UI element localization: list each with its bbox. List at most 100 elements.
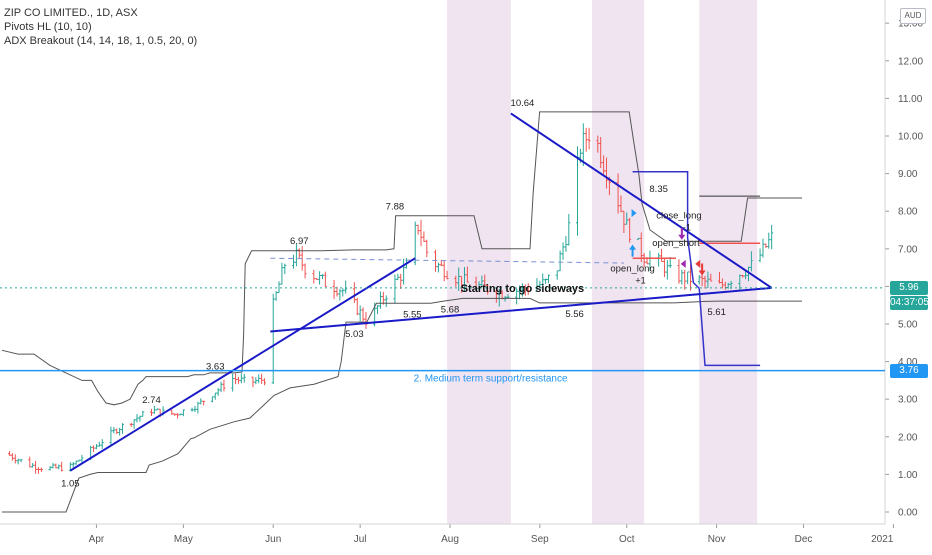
ohlc-bar bbox=[178, 413, 182, 416]
x-tick-label: Dec bbox=[795, 534, 813, 545]
ohlc-bar bbox=[60, 461, 64, 472]
ohlc-bar bbox=[94, 444, 98, 450]
ohlc-bar bbox=[538, 280, 542, 289]
ohlc-bar bbox=[364, 312, 368, 329]
ohlc-bar bbox=[129, 422, 133, 428]
ohlc-bar bbox=[251, 376, 255, 388]
ohlc-bar bbox=[19, 459, 23, 463]
ohlc-bar bbox=[567, 214, 571, 246]
ohlc-bar bbox=[92, 445, 96, 452]
ohlc-bar bbox=[138, 415, 142, 422]
ohlc-bar bbox=[135, 414, 139, 423]
ohlc-bar bbox=[170, 409, 174, 416]
chart-legend: ZIP CO LIMITED., 1D, ASX Pivots HL (10, … bbox=[4, 6, 197, 48]
ohlc-bar bbox=[413, 221, 417, 266]
ohlc-bar bbox=[193, 405, 197, 412]
pivot-label: 7.88 bbox=[386, 202, 405, 213]
y-tick-label: 1.00 bbox=[898, 470, 918, 481]
ohlc-bar bbox=[213, 392, 217, 400]
ohlc-bar bbox=[564, 235, 568, 252]
signal-arrow-icon bbox=[695, 259, 701, 268]
ohlc-bar bbox=[599, 137, 603, 169]
legend-adx-indicator[interactable]: ADX Breakout (14, 14, 18, 1, 0.5, 20, 0) bbox=[4, 35, 198, 47]
ohlc-bar bbox=[660, 248, 664, 262]
ohlc-bar bbox=[100, 439, 104, 450]
ohlc-bar bbox=[263, 378, 267, 386]
ohlc-bar bbox=[39, 467, 43, 473]
ohlc-bar bbox=[294, 243, 298, 267]
pivot-label: 8.35 bbox=[649, 184, 668, 195]
trendline-1 bbox=[510, 112, 773, 289]
ohlc-bar bbox=[720, 278, 724, 289]
ohlc-bar bbox=[283, 263, 287, 275]
legend-pivots-indicator[interactable]: Pivots HL (10, 10) bbox=[4, 21, 92, 33]
ohlc-bar bbox=[51, 462, 55, 469]
ohlc-bar bbox=[703, 275, 707, 289]
ohlc-bar bbox=[709, 273, 713, 282]
ohlc-bar bbox=[764, 243, 768, 248]
ohlc-bar bbox=[141, 410, 145, 417]
ohlc-bar bbox=[77, 459, 81, 462]
ohlc-bar bbox=[234, 373, 238, 385]
ohlc-bar bbox=[222, 379, 226, 392]
ohlc-bar bbox=[616, 173, 620, 214]
currency-button[interactable]: AUD bbox=[900, 8, 926, 24]
ohlc-bar bbox=[57, 464, 61, 470]
x-tick-label: Apr bbox=[89, 534, 105, 545]
ohlc-bar bbox=[665, 260, 669, 280]
ohlc-bar bbox=[97, 441, 101, 447]
sideways-annotation: Starting to go sideways bbox=[461, 283, 584, 295]
ohlc-bar bbox=[442, 260, 446, 282]
ohlc-bar bbox=[115, 428, 119, 435]
ohlc-bar bbox=[54, 463, 58, 469]
ohlc-bar bbox=[28, 456, 32, 468]
ohlc-bar bbox=[535, 278, 539, 292]
y-tick-label: 4.00 bbox=[898, 357, 918, 368]
ohlc-bar bbox=[520, 283, 524, 297]
ohlc-bar bbox=[518, 285, 522, 300]
ohlc-bar bbox=[109, 426, 113, 447]
ohlc-bar bbox=[132, 419, 136, 429]
ohlc-bar bbox=[558, 250, 562, 272]
ohlc-bar bbox=[457, 267, 461, 291]
ohlc-bar bbox=[547, 274, 551, 284]
ohlc-bar bbox=[10, 453, 14, 461]
ohlc-bar bbox=[636, 237, 640, 240]
y-tick-label: 3.00 bbox=[898, 395, 918, 406]
ohlc-bar bbox=[358, 305, 362, 322]
ohlc-bar bbox=[219, 381, 223, 393]
shaded-period-0 bbox=[447, 0, 511, 524]
ohlc-bar bbox=[477, 281, 481, 292]
ohlc-bar bbox=[445, 270, 449, 280]
ohlc-bar bbox=[657, 252, 661, 267]
ohlc-bar bbox=[13, 454, 17, 464]
shaded-period-2 bbox=[699, 0, 758, 524]
pivot-label: 5.68 bbox=[441, 304, 460, 315]
pivot-label: 5.03 bbox=[345, 329, 364, 340]
signal-sub-label: +1 bbox=[635, 275, 645, 285]
y-tick-label: 13.00 bbox=[898, 19, 923, 30]
dashed-projection-line bbox=[270, 257, 624, 264]
plot-area bbox=[1, 0, 802, 524]
ohlc-bar bbox=[555, 270, 559, 280]
pivot-channel-lower bbox=[2, 297, 802, 513]
ohlc-bar bbox=[196, 401, 200, 414]
pivot-label: 5.56 bbox=[565, 309, 584, 320]
ohlc-bar bbox=[80, 455, 84, 464]
ohlc-bar bbox=[341, 288, 345, 297]
legend-symbol[interactable]: ZIP CO LIMITED., 1D, ASX bbox=[4, 7, 138, 19]
signal-arrow-icon bbox=[631, 209, 637, 218]
ohlc-bar bbox=[393, 274, 397, 304]
ohlc-bar bbox=[686, 271, 690, 285]
ohlc-bar bbox=[338, 288, 342, 301]
y-tick-label: 11.00 bbox=[898, 94, 923, 105]
ohlc-bar bbox=[352, 282, 356, 304]
ohlc-bar bbox=[683, 269, 687, 290]
ohlc-bar bbox=[738, 274, 742, 291]
ohlc-bar bbox=[155, 408, 159, 411]
ohlc-bar bbox=[622, 210, 626, 234]
ohlc-bar bbox=[758, 248, 762, 263]
ohlc-bar bbox=[767, 232, 771, 249]
ohlc-bar bbox=[118, 427, 122, 436]
